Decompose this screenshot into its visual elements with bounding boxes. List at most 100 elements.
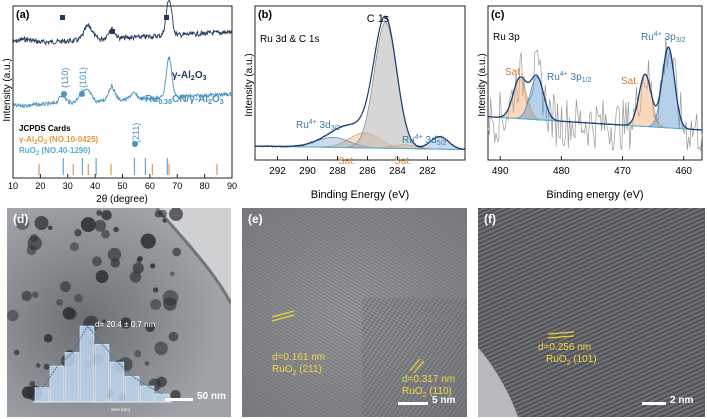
panel-c-title: Ru 3p (493, 32, 520, 43)
panel-c-label: (c) (491, 9, 505, 21)
nanoparticle (172, 247, 182, 257)
x-tick-label: 20 (35, 181, 45, 191)
plane-1: RuO2 (101) (546, 354, 597, 367)
fit-envelope (255, 15, 466, 150)
nanoparticle (96, 210, 103, 216)
jcpds-reference-lines (38, 158, 218, 175)
nanoparticle (7, 309, 19, 322)
gamma-al2o3-peak-marker (60, 15, 65, 20)
panel-f-hrtem-image: (f) d=0.256 nm RuO2 (101) 2 nm (478, 208, 705, 417)
plane-1: RuO2 (211) (272, 364, 322, 377)
peak-label-211: (211) (131, 123, 141, 143)
x-tick-label: 60 (145, 181, 155, 191)
scale-bar (642, 402, 666, 405)
ruo2-peak-dot (61, 91, 67, 97)
nanoparticle (56, 299, 63, 306)
legend-gamma-al2o3: γ-Al2O3 (172, 70, 207, 82)
jcpds-gamma-al2o3: γ-Al2O3 (NO.10-0425) (19, 135, 99, 146)
histogram-bar (34, 387, 50, 403)
ru3d52-label: Ru4+ 3d5/2 (402, 134, 447, 147)
x-tick-label: 284 (389, 166, 406, 177)
x-tick-label: 90 (227, 181, 237, 191)
nanoparticle (134, 350, 142, 358)
histogram-bar (139, 385, 155, 403)
scale-bar (165, 398, 193, 401)
nanoparticle (15, 215, 30, 230)
nanoparticle (170, 390, 181, 401)
x-tick-label: 470 (614, 166, 631, 177)
nanoparticle (102, 319, 107, 324)
nanoparticle (150, 299, 162, 311)
panel-c-xps-ru3p: (c) Intensity (a.u.) Ru 3p Sat. Sat. Ru4… (477, 5, 703, 201)
ru3p12-label: Ru4+ 3p1/2 (547, 71, 592, 84)
histogram-bar (64, 352, 80, 403)
nanoparticle (92, 256, 102, 267)
panel-a-xrd-plot: (a) Intensity (a.u.) γ-Al2O3 Ru0.38CN/γ-… (2, 0, 237, 205)
panel-a-label: (a) (16, 9, 30, 21)
nanoparticle (145, 322, 156, 333)
x-tick-label: 70 (172, 181, 182, 191)
nanoparticle (43, 333, 53, 343)
gamma-al2o3-peak-marker (110, 29, 115, 34)
scale-bar-label: 2 nm (670, 395, 694, 406)
nanoparticle (69, 242, 79, 252)
panel-b-xps-ru3d-c1s: (b) Intensity (a.u.) Ru 3d & C 1s C 1s R… (244, 5, 466, 201)
nanoparticle (168, 331, 179, 342)
scale-bar-label: 50 nm (197, 391, 226, 402)
size-distribution-text: d= 20.4 ± 0.7 nm (95, 320, 156, 329)
ru-nanoparticles (7, 208, 183, 402)
ruo2-peak-dot (132, 141, 138, 147)
ru3d32-label: Ru4+ 3d3/2 (296, 119, 341, 132)
panel-a-xlabel: 2θ (degree) (96, 194, 148, 205)
histogram-bar (49, 365, 65, 403)
nanoparticle (107, 247, 122, 262)
d-spacing-1: d=0.161 nm (272, 352, 326, 363)
nanoparticle (35, 363, 41, 368)
raw-spectrum (487, 37, 703, 152)
nanoparticle (80, 217, 96, 233)
sat-label-2: Sat. (621, 76, 639, 87)
sat-label-1: Sat. (505, 67, 523, 78)
x-tick-label: 480 (553, 166, 570, 177)
histogram-bar (124, 376, 140, 403)
panel-b-x-ticks: 292 290 288 286 284 282 (269, 156, 436, 177)
xrd-curve-ru-cn-al2o3 (12, 55, 233, 109)
jcpds-title: JCPDS Cards (19, 124, 71, 133)
peak-label-110: (110) (60, 68, 70, 88)
legend-ru-cn-al2o3: Ru0.38CN/γ-Al2O3 (145, 94, 224, 106)
nanoparticle (132, 262, 144, 274)
nanoparticle (31, 291, 39, 299)
d-spacing-1: d=0.256 nm (538, 342, 592, 353)
nanoparticle (150, 263, 156, 269)
panel-b-frame (254, 5, 466, 161)
panel-c-xlabel: Binding energy (eV) (546, 189, 643, 201)
panel-f-label: (f) (484, 212, 496, 226)
nanoparticle (101, 229, 110, 239)
x-tick-label: 30 (63, 181, 73, 191)
panel-e-label: (e) (248, 212, 263, 226)
scale-bar (398, 402, 428, 405)
c1s-label: C 1s (367, 13, 390, 25)
nanoparticle (29, 381, 35, 387)
nanoparticle (129, 271, 142, 283)
nanoparticle (95, 270, 109, 283)
x-tick-label: 282 (419, 166, 436, 177)
nanoparticle (14, 349, 20, 356)
nanoparticle (21, 290, 32, 302)
size-distribution-histogram (33, 325, 172, 403)
jcpds-ruo2: RuO2 (NO.40-1290) (19, 146, 91, 157)
x-tick-label: 40 (90, 181, 100, 191)
peak-label-101: (101) (78, 67, 88, 88)
x-tick-label: 290 (299, 166, 316, 177)
nanoparticle (43, 363, 50, 370)
nanoparticle (169, 208, 183, 221)
fit-envelope (488, 46, 702, 131)
nanoparticle (136, 257, 142, 263)
gamma-al2o3-peak-marker (164, 15, 169, 20)
nanoparticle (34, 216, 49, 230)
ru3p32-label: Ru4+ 3p3/2 (641, 31, 686, 44)
nanoparticle (101, 210, 112, 221)
panel-d-tem-image: (d) d= 20.4 ± 0.7 nm Size (nm) 50 nm (7, 208, 231, 417)
panel-b-ylabel: Intensity (a.u.) (244, 53, 255, 116)
sat-label-1: Sat. (338, 156, 356, 167)
